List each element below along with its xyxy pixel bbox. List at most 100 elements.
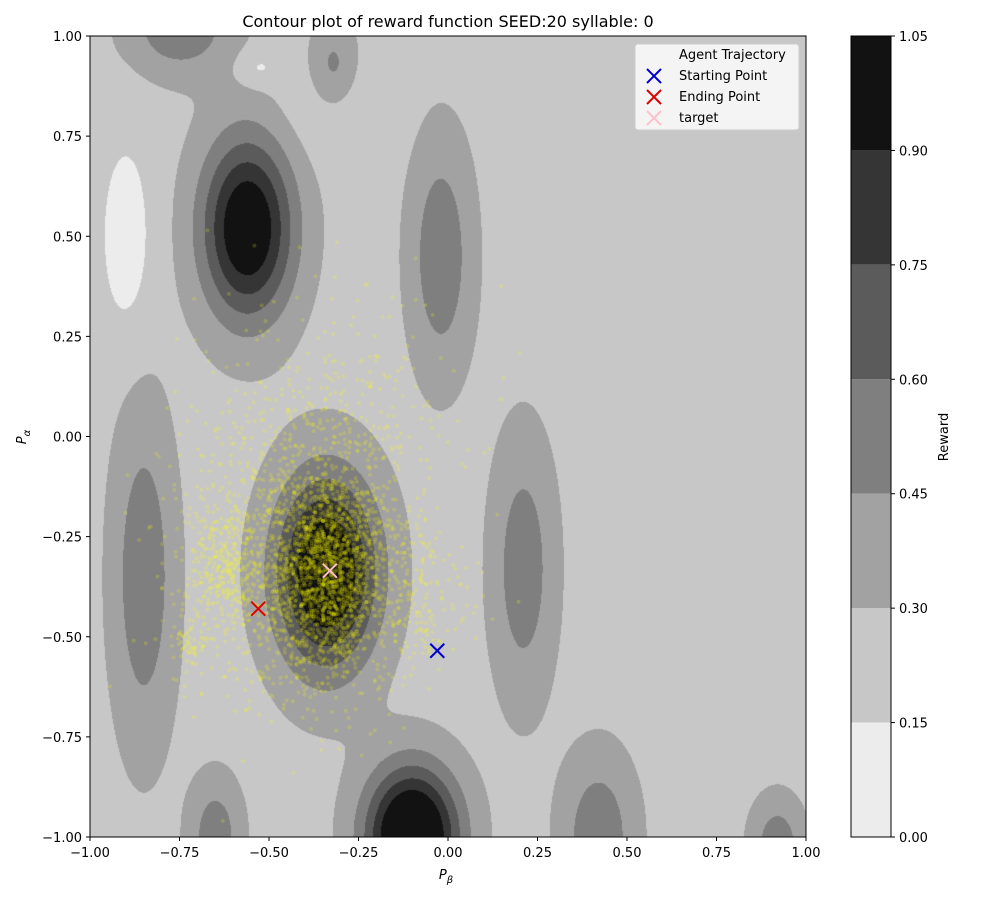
trajectory-point [295, 618, 300, 623]
trajectory-point [348, 527, 353, 532]
trajectory-point [338, 636, 342, 641]
trajectory-point [369, 566, 374, 570]
trajectory-point [305, 613, 310, 618]
trajectory-point [396, 598, 400, 603]
trajectory-point [399, 650, 404, 655]
trajectory-point [268, 457, 273, 462]
trajectory-point [271, 659, 276, 664]
trajectory-point [290, 504, 295, 509]
trajectory-point [355, 563, 360, 568]
trajectory-point [160, 618, 165, 623]
trajectory-point [180, 509, 185, 514]
trajectory-point [329, 580, 334, 585]
trajectory-point [218, 529, 223, 534]
trajectory-point [347, 562, 352, 567]
trajectory-point [241, 477, 246, 482]
trajectory-point [335, 620, 340, 625]
trajectory-point [318, 506, 323, 511]
trajectory-point [298, 588, 303, 593]
trajectory-point [349, 650, 353, 654]
trajectory-point [481, 594, 486, 599]
trajectory-point [361, 551, 366, 555]
trajectory-point [298, 590, 303, 595]
trajectory-point [294, 638, 299, 643]
trajectory-point [295, 582, 300, 587]
trajectory-point [200, 644, 205, 649]
trajectory-point [320, 488, 325, 493]
trajectory-point [262, 518, 267, 523]
trajectory-point [356, 530, 361, 535]
trajectory-point [337, 549, 342, 553]
trajectory-point [363, 448, 367, 452]
trajectory-point [313, 274, 318, 279]
trajectory-point [278, 509, 283, 514]
trajectory-point [270, 694, 275, 699]
trajectory-point [312, 608, 317, 613]
trajectory-point [235, 551, 239, 555]
trajectory-point [418, 610, 422, 615]
trajectory-point [415, 526, 420, 531]
y-tick-label: −0.50 [42, 631, 82, 646]
trajectory-point [174, 496, 178, 501]
trajectory-point [360, 691, 365, 696]
trajectory-point [445, 440, 450, 445]
trajectory-point [299, 532, 304, 537]
trajectory-point [194, 556, 199, 561]
trajectory-point [322, 498, 327, 502]
trajectory-point [214, 554, 219, 559]
trajectory-point [428, 418, 433, 423]
trajectory-point [355, 629, 359, 633]
trajectory-point [355, 499, 360, 504]
trajectory-point [317, 582, 322, 587]
trajectory-point [332, 604, 337, 608]
trajectory-point [327, 557, 332, 562]
trajectory-point [312, 536, 317, 540]
trajectory-point [209, 578, 214, 583]
trajectory-point [268, 424, 273, 429]
trajectory-point [490, 617, 495, 622]
trajectory-point [218, 605, 223, 610]
trajectory-point [376, 355, 381, 360]
trajectory-point [306, 401, 311, 406]
trajectory-point [362, 570, 367, 575]
trajectory-point [373, 497, 378, 502]
trajectory-point [225, 568, 230, 573]
trajectory-point [297, 543, 302, 548]
trajectory-point [311, 546, 316, 551]
trajectory-point [314, 457, 318, 462]
trajectory-point [242, 481, 247, 485]
trajectory-point [299, 573, 304, 578]
trajectory-point [244, 538, 249, 543]
trajectory-point [301, 577, 305, 582]
trajectory-point [322, 541, 327, 546]
trajectory-point [317, 595, 322, 600]
trajectory-point [217, 461, 221, 466]
trajectory-point [300, 521, 305, 526]
trajectory-point [173, 389, 178, 394]
trajectory-point [347, 439, 352, 444]
trajectory-point [451, 647, 456, 652]
trajectory-point [274, 589, 279, 594]
trajectory-point [315, 587, 319, 592]
trajectory-point [259, 516, 264, 521]
trajectory-point [252, 243, 257, 248]
trajectory-point [297, 520, 302, 525]
trajectory-point [346, 561, 351, 566]
trajectory-point [382, 664, 387, 669]
trajectory-point [329, 615, 334, 620]
trajectory-point [332, 621, 337, 626]
trajectory-point [229, 603, 234, 608]
trajectory-point [267, 397, 272, 402]
trajectory-point [415, 628, 420, 633]
trajectory-point [424, 621, 428, 625]
trajectory-point [420, 580, 425, 585]
trajectory-point [207, 560, 211, 565]
trajectory-point [362, 432, 367, 437]
trajectory-point [323, 544, 328, 548]
trajectory-point [179, 654, 183, 659]
trajectory-point [302, 494, 307, 498]
trajectory-point [346, 624, 351, 629]
trajectory-point [285, 560, 290, 565]
trajectory-point [324, 635, 329, 640]
trajectory-point [310, 475, 314, 480]
